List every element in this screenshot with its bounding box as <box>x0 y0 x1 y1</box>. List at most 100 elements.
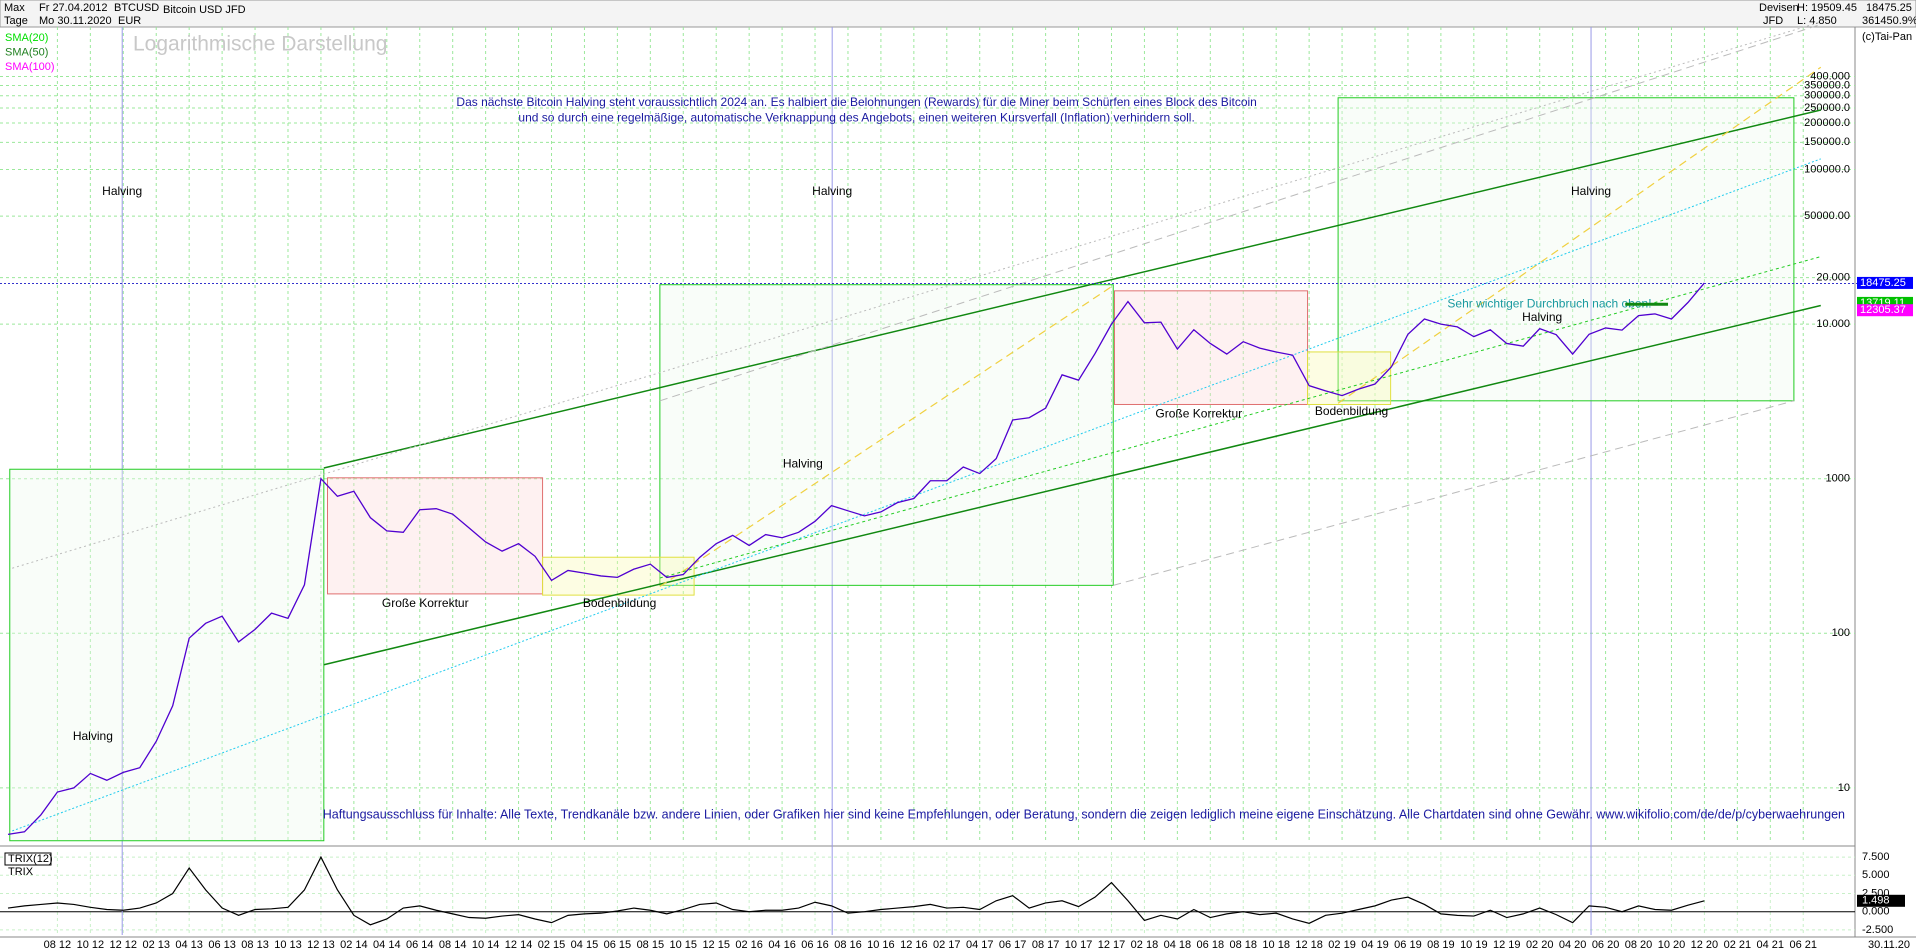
annotation: Das nächste Bitcoin Halving steht voraus… <box>456 95 1256 109</box>
x-tick-label: 02 20 <box>1526 939 1554 951</box>
trend-line <box>323 304 1821 666</box>
x-tick-label: 10 12 <box>77 939 105 951</box>
zone-box <box>326 477 544 595</box>
x-tick-label: 04 21 <box>1757 939 1785 951</box>
x-tick-label: 12 14 <box>505 939 533 951</box>
x-tick-label: 08 16 <box>834 939 862 951</box>
annotation: und so durch eine regelmäßige, automatis… <box>518 111 1194 125</box>
end-date: 30.11.20 <box>1868 939 1910 951</box>
x-tick-label: 12 18 <box>1295 939 1323 951</box>
y-tick-label: 5.000 <box>1862 869 1890 881</box>
x-tick-label: 04 18 <box>1164 939 1192 951</box>
annotation: Große Korrektur <box>1155 406 1242 420</box>
x-tick-label: 06 17 <box>999 939 1027 951</box>
x-tick-label: 04 19 <box>1361 939 1389 951</box>
x-tick-label: 02 18 <box>1131 939 1159 951</box>
y-tick-label: 10.000 <box>1816 318 1850 330</box>
x-tick-label: 02 19 <box>1328 939 1356 951</box>
x-tick-label: 12 13 <box>307 939 335 951</box>
y-tick-label: 7.500 <box>1862 851 1890 863</box>
legend-entry: SMA(20) <box>5 32 48 44</box>
trend-line <box>1113 400 1795 586</box>
y-tick-label: 400.000 <box>1810 70 1850 82</box>
annotation: Halving <box>102 184 142 198</box>
legend-entry: SMA(50) <box>5 46 48 58</box>
trix-line <box>7 855 1705 926</box>
x-tick-label: 04 16 <box>768 939 796 951</box>
y-tick-label: 100000.0 <box>1804 163 1850 175</box>
price-line <box>7 282 1705 836</box>
x-tick-label: 10 15 <box>670 939 698 951</box>
trend-line <box>323 109 1821 469</box>
x-tick-label: 10 18 <box>1262 939 1290 951</box>
symbol: BTCUSD <box>114 2 159 14</box>
annotation: Bodenbildung <box>1315 404 1388 418</box>
trix-title-box <box>4 852 52 866</box>
zone-box <box>9 468 325 842</box>
low: L: 4.850 <box>1797 15 1837 27</box>
zone-box <box>659 284 1114 586</box>
annotation: Haftungsausschluss für Inhalte: Alle Tex… <box>323 807 1845 821</box>
x-tick-label: 06 18 <box>1197 939 1225 951</box>
x-tick-label: 10 17 <box>1065 939 1093 951</box>
zone-box <box>1307 351 1392 405</box>
x-tick-label: 02 13 <box>142 939 170 951</box>
x-tick-label: 12 12 <box>110 939 138 951</box>
trend-line <box>659 256 1821 579</box>
trix-title: TRIX(12) <box>8 853 53 865</box>
x-tick-label: 10 14 <box>472 939 500 951</box>
annotation: Halving <box>1571 184 1611 198</box>
x-tick-label: 08 12 <box>44 939 72 951</box>
x-tick-label: 04 15 <box>571 939 599 951</box>
x-tick-label: 06 16 <box>801 939 829 951</box>
x-tick-label: 04 13 <box>175 939 203 951</box>
price-label: 12305.37 <box>1860 304 1906 316</box>
last-price: 18475.25 <box>1866 2 1912 14</box>
chart-title: Logarithmische Darstellung <box>133 33 387 56</box>
x-tick-label: 08 17 <box>1032 939 1060 951</box>
x-tick-label: 02 21 <box>1724 939 1752 951</box>
x-tick-label: 06 13 <box>208 939 236 951</box>
annotation: Sehr wichtiger Durchbruch nach oben! <box>1447 296 1651 310</box>
x-tick-label: 04 17 <box>966 939 994 951</box>
x-tick-label: 04 14 <box>373 939 401 951</box>
x-tick-label: 02 15 <box>538 939 566 951</box>
x-tick-label: 10 20 <box>1658 939 1686 951</box>
range[interactable]: Max <box>4 2 25 14</box>
high: H: 19509.45 <box>1797 2 1857 14</box>
trix-value-box <box>1857 894 1905 907</box>
zone-box <box>1113 290 1309 405</box>
annotation: Halving <box>1522 310 1562 324</box>
x-tick-label: 06 21 <box>1789 939 1817 951</box>
x-tick-label: 08 13 <box>241 939 269 951</box>
toolbar <box>0 0 1916 28</box>
x-tick-label: 08 15 <box>637 939 665 951</box>
y-tick-label: 1000 <box>1826 473 1850 485</box>
y-tick-label: -2.500 <box>1862 924 1893 936</box>
y-tick-label: 350000.0 <box>1804 79 1850 91</box>
price-label-box <box>1857 304 1913 317</box>
x-tick-label: 12 19 <box>1493 939 1521 951</box>
annotation: Halving <box>812 184 852 198</box>
trix-subtitle: TRIX <box>8 866 34 878</box>
x-tick-label: 02 14 <box>340 939 368 951</box>
copyright: (c)Tai-Pan <box>1862 31 1912 43</box>
y-tick-label: 150000.0 <box>1804 136 1850 148</box>
annotation: Halving <box>73 729 113 743</box>
trend-line <box>659 23 1821 402</box>
currency: EUR <box>118 15 141 27</box>
x-tick-label: 10 19 <box>1460 939 1488 951</box>
y-tick-label: 20.000 <box>1816 272 1850 284</box>
interval[interactable]: Tage <box>4 15 28 27</box>
instrument: Bitcoin USD JFD <box>163 4 246 16</box>
broker: JFD <box>1763 15 1783 27</box>
x-tick-label: 08 19 <box>1427 939 1455 951</box>
x-tick-label: 02 17 <box>933 939 961 951</box>
annotation: Bodenbildung <box>583 596 656 610</box>
annotation: Große Korrektur <box>382 596 469 610</box>
x-tick-label: 12 15 <box>702 939 730 951</box>
price-label: 18475.25 <box>1860 277 1906 289</box>
x-tick-label: 08 20 <box>1625 939 1653 951</box>
y-tick-label: 100 <box>1832 627 1850 639</box>
